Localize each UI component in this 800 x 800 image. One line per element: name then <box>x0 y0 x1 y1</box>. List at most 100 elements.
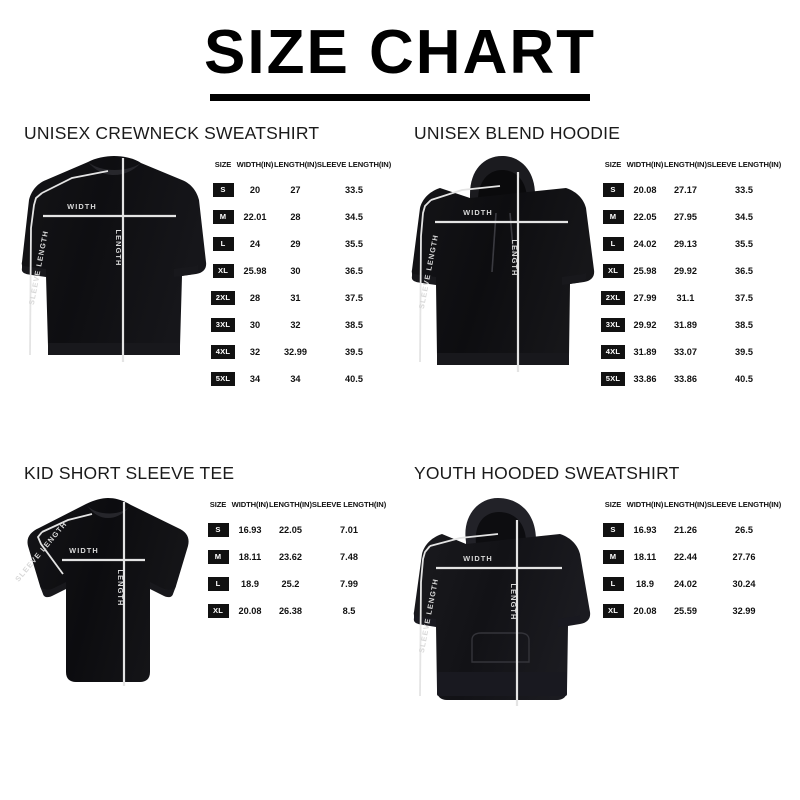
cell-width: 16.93 <box>633 524 657 535</box>
cell-width: 29.92 <box>633 320 657 331</box>
column-header-length: LENGTH(IN) <box>664 160 707 169</box>
cell-width: 25.98 <box>633 265 657 276</box>
cell-size: 2XL <box>210 284 236 311</box>
svg-text:LENGTH: LENGTH <box>509 584 518 621</box>
table-header-row: SIZE WIDTH(IN) LENGTH(IN) SLEEVE LENGTH(IN) <box>600 160 781 176</box>
cell-width: 20.08 <box>238 605 262 616</box>
size-badge: S <box>212 182 234 197</box>
table-row: 5XL 33.86 33.86 40.5 <box>600 366 781 393</box>
table-row: XL 25.98 30 36.5 <box>210 257 391 284</box>
size-badge: 2XL <box>600 290 626 305</box>
cell-sleeve: 7.99 <box>340 578 358 589</box>
column-header-length: LENGTH(IN) <box>274 160 317 169</box>
cell-width: 33.86 <box>633 374 657 385</box>
page-header: SIZE CHART <box>0 0 800 101</box>
cell-length: 32 <box>290 320 301 331</box>
table-row: L 24.02 29.13 35.5 <box>600 230 781 257</box>
table-header-row: SIZE WIDTH(IN) LENGTH(IN) SLEEVE LENGTH(IN) <box>210 160 391 176</box>
table-row: 2XL 27.99 31.1 37.5 <box>600 284 781 311</box>
table-row: L 18.9 24.02 30.24 <box>600 570 781 597</box>
table-row: M 18.11 23.62 7.48 <box>205 543 386 570</box>
cell-width: 16.93 <box>238 524 262 535</box>
panel-body-youth-hooded-sweatshirt: WIDTH LENGTH SLEEVE LENGTH SIZE WIDTH(IN) LE… <box>400 490 790 710</box>
cell-width: 34 <box>249 374 261 385</box>
svg-text:WIDTH: WIDTH <box>463 208 493 217</box>
cell-size: M <box>210 203 236 230</box>
cell-width: 25.98 <box>243 265 267 276</box>
cell-size: S <box>210 176 236 203</box>
panel-body-kid-short-sleeve-tee: WIDTH LENGTH SLEEVE LENGTH SIZE WIDTH(IN) LE… <box>10 490 400 690</box>
size-badge: S <box>602 522 624 537</box>
cell-width: 31.89 <box>633 347 657 358</box>
panel-body-unisex-blend-hoodie: WIDTH LENGTH SLEEVE LENGTH SIZE WIDTH(IN) LE… <box>400 150 790 393</box>
cell-width: 22.01 <box>243 211 267 222</box>
cell-sleeve: 39.5 <box>735 347 753 358</box>
svg-text:WIDTH: WIDTH <box>69 546 99 555</box>
panel-title-unisex-crewneck-sweatshirt: UNISEX CREWNECK SWEATSHIRT <box>24 123 320 143</box>
cell-size: XL <box>600 597 626 624</box>
cell-width: 20.08 <box>633 605 657 616</box>
column-header-width: WIDTH(IN) <box>236 160 274 169</box>
table-row: S 16.93 21.26 26.5 <box>600 516 781 543</box>
size-badge: 5XL <box>600 372 626 387</box>
column-header-width: WIDTH(IN) <box>231 500 269 509</box>
panel-youth-hooded-sweatshirt: YOUTH HOODED SWEATSHIRT WIDTH LENGTH SLEEV… <box>400 463 790 710</box>
cell-sleeve: 8.5 <box>342 605 356 616</box>
cell-size: M <box>600 203 626 230</box>
page-title: SIZE CHART <box>204 18 596 87</box>
table-header-row: SIZE WIDTH(IN) LENGTH(IN) SLEEVE LENGTH(IN) <box>205 500 386 516</box>
cell-width: 28 <box>249 292 261 303</box>
column-header-width: WIDTH(IN) <box>626 500 664 509</box>
table-row: 4XL 32 32.99 39.5 <box>210 339 391 366</box>
svg-text:WIDTH: WIDTH <box>463 554 493 563</box>
cell-length: 29 <box>290 238 301 249</box>
cell-sleeve: 7.01 <box>340 524 358 535</box>
garment-youth-hoodie: WIDTH LENGTH SLEEVE LENGTH <box>400 490 600 710</box>
cell-size: 3XL <box>210 311 236 338</box>
cell-size: XL <box>600 257 626 284</box>
cell-size: L <box>600 570 626 597</box>
cell-size: M <box>205 543 231 570</box>
cell-width: 20 <box>249 184 261 195</box>
cell-length: 33.86 <box>673 374 697 385</box>
cell-sleeve: 39.5 <box>345 347 363 358</box>
column-header-size: SIZE <box>209 500 227 509</box>
cell-sleeve: 37.5 <box>735 292 753 303</box>
table-row: XL 25.98 29.92 36.5 <box>600 257 781 284</box>
size-badge: 3XL <box>210 317 236 333</box>
size-badge: 4XL <box>210 345 236 360</box>
table-row: M 22.05 27.95 34.5 <box>600 203 781 230</box>
cell-width: 24 <box>249 238 261 249</box>
cell-size: M <box>600 543 626 570</box>
cell-sleeve: 37.5 <box>345 292 363 303</box>
cell-width: 18.9 <box>241 578 259 589</box>
cell-length: 27.95 <box>673 211 697 222</box>
column-header-sleeve: SLEEVE LENGTH(IN) <box>316 160 392 169</box>
cell-length: 34 <box>290 374 301 385</box>
cell-width: 27.99 <box>633 292 657 303</box>
cell-length: 25.2 <box>281 578 300 589</box>
cell-width: 18.9 <box>636 578 654 589</box>
size-table-youth-hooded-sweatshirt: SIZE WIDTH(IN) LENGTH(IN) SLEEVE LENGTH(IN)… <box>600 500 781 624</box>
cell-sleeve: 35.5 <box>345 238 363 249</box>
cell-sleeve: 33.5 <box>345 184 363 195</box>
size-badge: L <box>602 576 624 591</box>
panel-body-unisex-crewneck-sweatshirt: WIDTH LENGTH SLEEVE LENGTH SIZE WIDTH(IN) LE… <box>10 150 400 393</box>
table-row: L 18.9 25.2 7.99 <box>205 570 386 597</box>
cell-size: 2XL <box>600 284 626 311</box>
svg-text:LENGTH: LENGTH <box>114 230 123 267</box>
panel-title-unisex-blend-hoodie: UNISEX BLEND HOODIE <box>414 123 621 143</box>
size-table-unisex-blend-hoodie: SIZE WIDTH(IN) LENGTH(IN) SLEEVE LENGTH(IN)… <box>600 160 781 393</box>
column-header-width: WIDTH(IN) <box>626 160 664 169</box>
cell-size: S <box>600 176 626 203</box>
cell-size: L <box>205 570 231 597</box>
cell-length: 30 <box>290 265 301 276</box>
cell-sleeve: 38.5 <box>735 320 753 331</box>
cell-length: 31.89 <box>673 320 697 331</box>
cell-sleeve: 26.5 <box>735 524 753 535</box>
cell-width: 32 <box>249 347 261 358</box>
cell-sleeve: 36.5 <box>345 265 363 276</box>
